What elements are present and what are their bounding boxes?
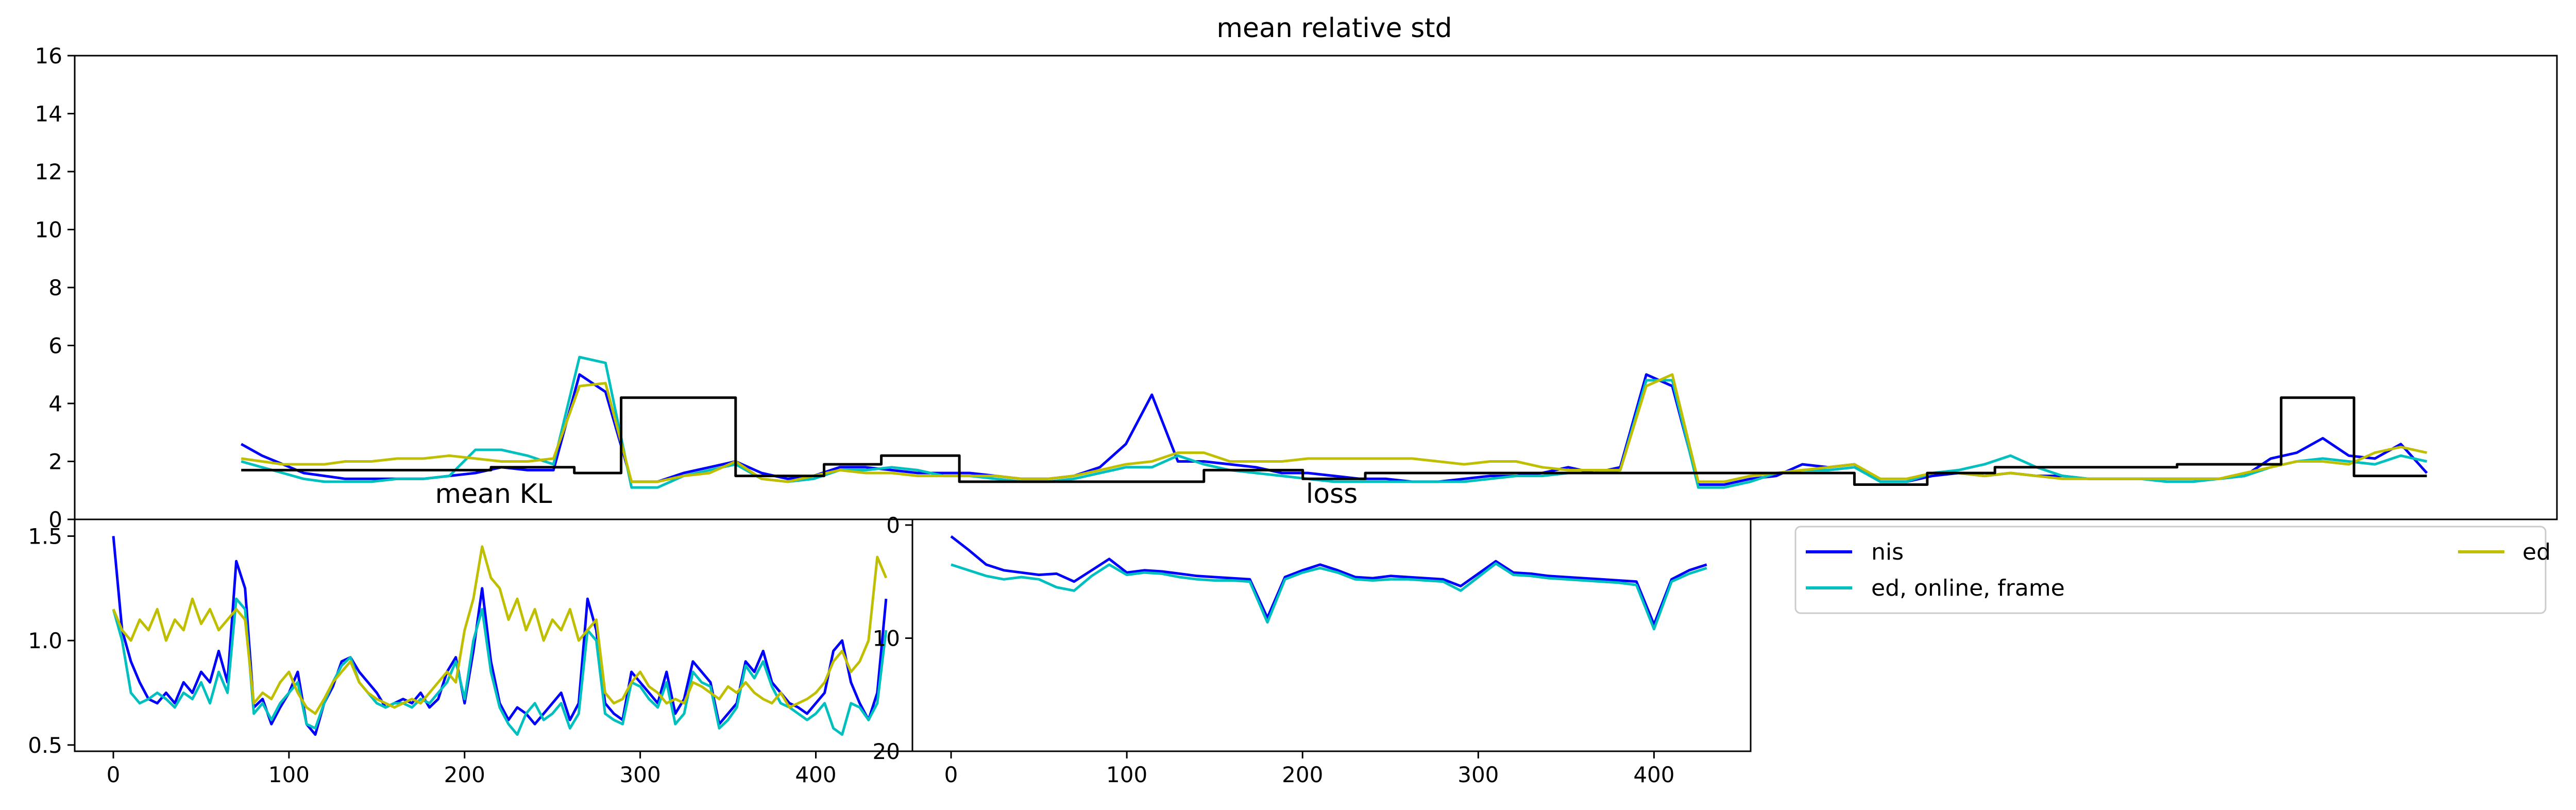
loss-x-tick-label: 0: [944, 762, 958, 787]
chart-title-mean-relative-std: mean relative std: [1216, 13, 1452, 44]
loss-x-tick-label: 100: [1106, 762, 1147, 787]
mean-kl-x-ticks: 0 100 200 300 400: [107, 751, 837, 787]
mean-relative-std-y-tick-label: 10: [35, 217, 62, 243]
loss-panel: 0 10 20 0 100 200 300 400 loss: [873, 479, 1752, 787]
loss-series: [950, 535, 1707, 631]
legend: nis ed, online, frame ed: [1794, 526, 2551, 614]
mean-kl-x-tick-label: 0: [107, 762, 121, 787]
mean-relative-std-line-nis: [240, 373, 2428, 486]
mean-kl-panel: 0.51.01.5 0 100 200 300 400 mean KL: [28, 479, 913, 787]
mean-relative-std-series: [240, 356, 2428, 489]
loss-x-tick-label: 200: [1282, 762, 1323, 787]
mean-relative-std-panel: mean relative std 0 2 4 6 8 10 12 14 16: [35, 13, 2558, 532]
mean-kl-y-tick-label: 0.5: [28, 733, 62, 758]
mean-relative-std-y-tick-label: 12: [35, 159, 62, 184]
mean-kl-x-tick-label: 400: [795, 762, 836, 787]
chart-title-loss: loss: [1306, 479, 1358, 510]
loss-line-nis: [950, 535, 1707, 626]
legend-label-nis: nis: [1871, 539, 1904, 565]
mean-kl-line-ed: [112, 545, 888, 715]
legend-box: [1794, 526, 2547, 614]
loss-y-tick-label: 0: [886, 513, 900, 538]
mean-kl-y-tick-label: 1.0: [28, 628, 62, 653]
mean-relative-std-line-ed-online-frame: [241, 356, 2428, 489]
loss-axes-frame: [911, 518, 1752, 752]
mean-relative-std-y-tick-label: 16: [35, 43, 62, 69]
chart-title-mean-kl: mean KL: [435, 479, 552, 510]
mean-relative-std-y-tick-label: 14: [35, 102, 62, 127]
mean-relative-std-line-reference: [241, 396, 2427, 486]
loss-y-tick-label: 10: [873, 626, 900, 651]
loss-x-tick-label: 300: [1458, 762, 1499, 787]
mean-relative-std-y-tick-label: 0: [48, 507, 62, 532]
mean-relative-std-y-tick-label: 4: [48, 391, 62, 416]
loss-y-ticks: 0 10 20: [873, 513, 912, 764]
loss-x-tick-label: 400: [1633, 762, 1674, 787]
loss-y-tick-label: 20: [873, 739, 900, 764]
mean-relative-std-y-tick-label: 2: [48, 449, 62, 475]
mean-relative-std-y-ticks: 0 2 4 6 8 10 12 14 16: [35, 43, 75, 532]
legend-label-ed: ed: [2522, 539, 2551, 565]
mean-kl-line-ed-online-frame: [112, 597, 888, 736]
mean-kl-x-tick-label: 200: [444, 762, 485, 787]
mean-kl-x-tick-label: 300: [620, 762, 661, 787]
loss-line-ed-online-frame: [951, 562, 1707, 631]
mean-kl-y-tick-label: 1.5: [28, 524, 62, 549]
mean-relative-std-line-ed: [241, 373, 2428, 483]
mean-relative-std-y-tick-label: 6: [48, 333, 62, 359]
loss-x-ticks: 0 100 200 300 400: [944, 751, 1674, 787]
legend-label-ed-online-frame: ed, online, frame: [1871, 575, 2065, 601]
mean-kl-y-ticks: 0.5 1.0 1.5: [28, 524, 75, 758]
mean-kl-series: [112, 536, 888, 736]
mean-kl-x-tick-label: 100: [268, 762, 310, 787]
mean-relative-std-y-tick-label: 8: [48, 275, 62, 300]
